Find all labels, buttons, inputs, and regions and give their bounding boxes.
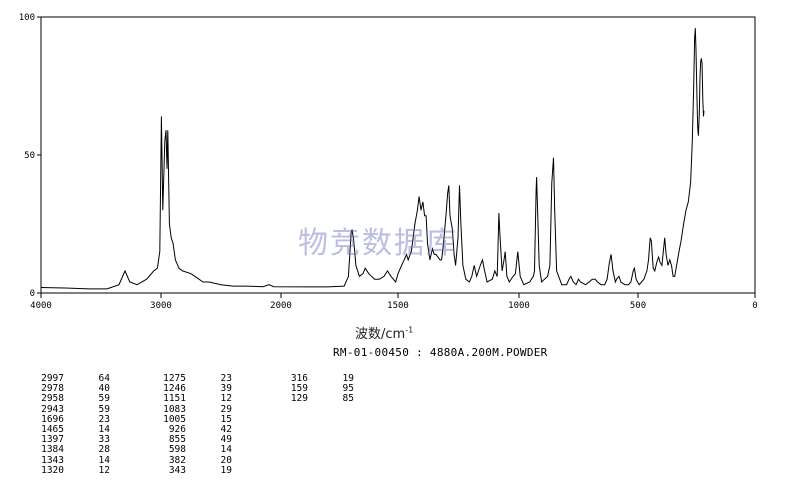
peak-intensity: 23 <box>220 373 232 384</box>
watermark: 物竞数据库 <box>298 226 458 261</box>
peak-table-row: 382 20 <box>150 454 236 466</box>
x-axis-label-text: 波数/cm <box>355 327 406 342</box>
peak-intensity: 39 <box>220 383 232 395</box>
peak-table-column-3: 316 19 159 95 129 85 <box>272 373 358 405</box>
x-tick-label: 2000 <box>270 301 292 311</box>
peak-intensity: 85 <box>342 393 354 405</box>
peak-intensity: 59 <box>98 393 110 405</box>
peak-intensity: 40 <box>98 383 110 395</box>
peak-table-row: 1384 28 <box>28 445 114 455</box>
peak-wavenumber: 926 <box>168 424 186 436</box>
peak-wavenumber: 1246 <box>163 383 186 395</box>
peak-intensity: 14 <box>98 424 110 436</box>
peak-intensity: 33 <box>98 434 110 446</box>
peak-intensity: 12 <box>220 393 232 405</box>
spectrum-line <box>40 27 705 290</box>
x-tick-label: 3000 <box>150 301 172 311</box>
peak-wavenumber: 598 <box>168 444 186 456</box>
peak-table-row: 855 49 <box>150 435 236 445</box>
peak-table-row: 1151 12 <box>150 394 236 404</box>
peak-intensity: 12 <box>98 464 110 476</box>
peak-wavenumber: 1275 <box>163 373 186 384</box>
peak-table-row: 926 42 <box>150 424 236 436</box>
peak-wavenumber: 1343 <box>41 454 64 466</box>
peak-wavenumber: 1320 <box>41 464 64 476</box>
peak-wavenumber: 2958 <box>41 393 64 405</box>
y-tick-label: 50 <box>24 151 35 161</box>
sample-id: RM-01-00450 : 4880A.200M.POWDER <box>333 346 548 359</box>
peak-wavenumber: 1397 <box>41 434 64 446</box>
x-axis-label-exponent: -1 <box>405 325 414 335</box>
peak-table-row: 1320 12 <box>28 464 114 476</box>
peak-intensity: 14 <box>220 444 232 456</box>
peak-wavenumber: 382 <box>168 454 186 466</box>
peak-table-row: 1275 23 <box>150 373 236 384</box>
peak-table-row: 2958 59 <box>28 394 114 404</box>
peak-wavenumber: 1151 <box>163 393 186 405</box>
peak-table-row: 1397 33 <box>28 435 114 445</box>
peak-wavenumber: 159 <box>290 383 308 395</box>
x-tick-label: 1500 <box>387 301 409 311</box>
x-tick-label: 1000 <box>508 301 530 311</box>
peak-table-row: 129 85 <box>272 394 358 404</box>
peak-table-row: 1696 23 <box>28 413 114 425</box>
y-tick-label: 0 <box>30 289 35 299</box>
peak-wavenumber: 2997 <box>41 373 64 384</box>
peak-wavenumber: 1465 <box>41 424 64 436</box>
peak-table-row: 159 95 <box>272 383 358 395</box>
peak-table-row: 343 19 <box>150 464 236 476</box>
x-tick-label: 0 <box>752 301 757 311</box>
peak-intensity: 59 <box>98 403 110 415</box>
peak-intensity: 23 <box>98 413 110 425</box>
peak-wavenumber: 1696 <box>41 413 64 425</box>
peak-table-row: 598 14 <box>150 445 236 455</box>
peak-table-row: 1465 14 <box>28 424 114 436</box>
peak-table-row: 1246 39 <box>150 383 236 395</box>
peak-wavenumber: 1083 <box>163 403 186 415</box>
peak-table-row: 316 19 <box>272 373 358 384</box>
peak-wavenumber: 1005 <box>163 413 186 425</box>
x-tick-label: 4000 <box>30 301 52 311</box>
peak-wavenumber: 129 <box>290 393 308 405</box>
peak-wavenumber: 316 <box>290 373 308 384</box>
spectrum-plot: 4000 3000 2000 1500 1000 500 0 0 50 100 <box>19 13 758 311</box>
peak-table-column-1: 2997 64 2978 40 2958 59 2943 59 1696 23 1465 14 1397… <box>28 373 114 476</box>
axis-ticks: 4000 3000 2000 1500 1000 500 0 0 50 100 <box>19 13 758 311</box>
peak-intensity: 19 <box>342 373 354 384</box>
peak-intensity: 14 <box>98 454 110 466</box>
peak-wavenumber: 343 <box>168 464 186 476</box>
peak-table-row: 1005 15 <box>150 413 236 425</box>
peak-intensity: 19 <box>220 464 232 476</box>
peak-table-row: 2997 64 <box>28 373 114 384</box>
x-axis-label: 波数/cm-1 <box>355 323 413 342</box>
peak-intensity: 42 <box>220 424 232 436</box>
peak-intensity: 64 <box>98 373 110 384</box>
peak-intensity: 28 <box>98 444 110 456</box>
peak-table-row: 2978 40 <box>28 383 114 395</box>
peak-intensity: 15 <box>220 413 232 425</box>
peak-wavenumber: 855 <box>168 434 186 446</box>
peak-table-row: 1083 29 <box>150 403 236 415</box>
x-tick-label: 500 <box>630 301 646 311</box>
peak-intensity: 95 <box>342 383 354 395</box>
y-tick-label: 100 <box>19 13 35 23</box>
peak-table-row: 2943 59 <box>28 403 114 415</box>
peak-table-column-2: 1275 23 1246 39 1151 12 1083 29 1005 15 926 42 855 49… <box>150 373 236 476</box>
peak-wavenumber: 1384 <box>41 444 64 456</box>
peak-wavenumber: 2943 <box>41 403 64 415</box>
peak-intensity: 49 <box>220 434 232 446</box>
peak-intensity: 20 <box>220 454 232 466</box>
peak-table-row: 1343 14 <box>28 454 114 466</box>
peak-intensity: 29 <box>220 403 232 415</box>
peak-wavenumber: 2978 <box>41 383 64 395</box>
